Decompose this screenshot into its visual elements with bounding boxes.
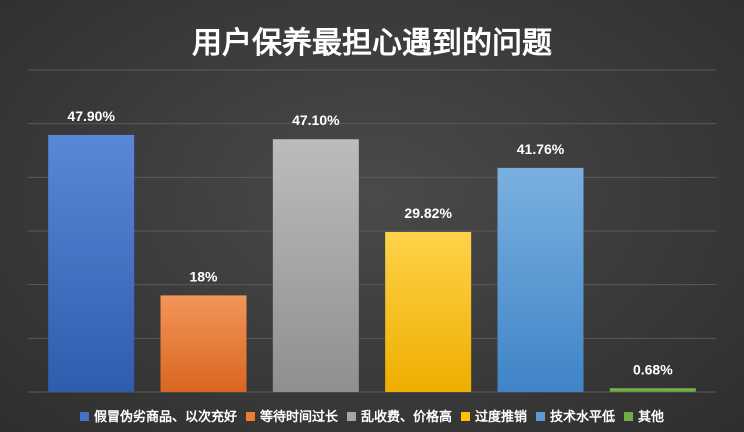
legend-swatch-5 — [536, 412, 546, 421]
legend-label-3: 乱收费、价格高 — [361, 409, 452, 425]
chart-title: 用户保养最担心遇到的问题 — [192, 26, 552, 61]
bar-2 — [160, 295, 247, 392]
bar-3 — [272, 139, 359, 392]
gridlines — [28, 69, 716, 393]
value-labels: 47.90% 18% 47.10% 29.82% 41.76% 0.68% — [67, 108, 673, 377]
legend-label-2: 等待时间过长 — [259, 409, 339, 425]
legend-swatch-4 — [461, 412, 470, 421]
bar-4 — [385, 231, 472, 392]
bar-6 — [609, 388, 696, 392]
legend-label-1: 假冒伪劣商品、以次充好 — [94, 409, 237, 425]
value-label-2: 18% — [189, 268, 218, 284]
legend-label-6: 其他 — [638, 409, 664, 425]
bar-1 — [48, 134, 135, 393]
value-label-3: 47.10% — [292, 112, 340, 128]
bar-5 — [497, 167, 584, 392]
bars — [48, 134, 696, 393]
legend-swatch-2 — [245, 412, 255, 421]
value-label-1: 47.90% — [67, 108, 115, 124]
value-label-6: 0.68% — [633, 361, 673, 377]
legend-swatch-1 — [79, 412, 89, 421]
value-label-5: 41.76% — [517, 141, 565, 157]
legend-label-5: 技术水平低 — [550, 409, 615, 425]
value-label-4: 29.82% — [404, 205, 452, 221]
legend-swatch-6 — [624, 412, 634, 421]
legend: 假冒伪劣商品、以次充好 等待时间过长 乱收费、价格高 过度推销 技术水平低 其他 — [79, 409, 664, 425]
legend-label-4: 过度推销 — [475, 409, 527, 425]
legend-swatch-3 — [346, 412, 356, 421]
